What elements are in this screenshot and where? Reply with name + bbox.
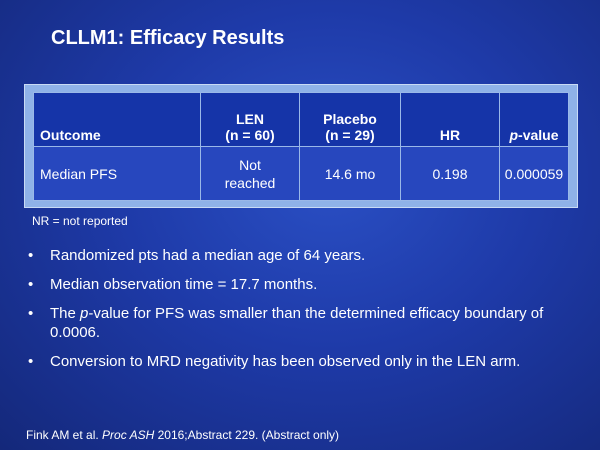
citation-rest: 2016;Abstract 229. (Abstract only) — [154, 428, 340, 442]
bullet-text-suffix: -value for PFS was smaller than the dete… — [50, 305, 544, 341]
citation-authors: Fink AM et al. — [26, 428, 103, 442]
slide-title: CLLM1: Efficacy Results — [51, 27, 285, 49]
header-len: LEN (n = 60) — [200, 92, 300, 147]
efficacy-results-table: Outcome LEN (n = 60) Placebo (n = 29) HR — [33, 92, 569, 201]
cell-pvalue: 0.000059 — [499, 146, 569, 201]
bullet-marker: • — [28, 305, 34, 322]
header-outcome-label: Outcome — [40, 127, 101, 143]
bullet-text: Conversion to MRD negativity has been ob… — [50, 353, 521, 370]
header-placebo-line2: (n = 29) — [325, 127, 375, 143]
table-footnote: NR = not reported — [32, 214, 128, 228]
cell-len: Not reached — [200, 146, 300, 201]
header-hr: HR — [400, 92, 500, 147]
bullet-text-prefix: The — [50, 305, 81, 322]
bullet-marker: • — [28, 276, 34, 293]
header-hr-label: HR — [439, 127, 461, 143]
cell-len-line2: reached — [224, 174, 276, 191]
table-row: Median PFS Not reached 14.6 mo 0.198 0.0… — [33, 146, 569, 201]
header-pvalue-suffix: -value — [518, 127, 559, 143]
bullet-text-italic-p: p — [80, 305, 89, 322]
bullet-item: • Conversion to MRD negativity has been … — [26, 352, 586, 371]
bullet-list: • Randomized pts had a median age of 64 … — [26, 246, 586, 381]
bullet-marker: • — [28, 247, 34, 264]
bullet-item: • Randomized pts had a median age of 64 … — [26, 246, 586, 265]
bullet-marker: • — [28, 353, 34, 370]
results-table-frame: Outcome LEN (n = 60) Placebo (n = 29) HR — [24, 84, 578, 208]
citation-journal: Proc ASH — [102, 428, 155, 442]
citation: Fink AM et al. Proc ASH 2016;Abstract 22… — [26, 428, 339, 442]
bullet-text: Median observation time = 17.7 months. — [50, 276, 318, 293]
header-placebo: Placebo (n = 29) — [299, 92, 401, 147]
bullet-text: The p-value for PFS was smaller than the… — [50, 305, 543, 341]
header-outcome: Outcome — [33, 92, 201, 147]
header-pvalue: p-value — [499, 92, 569, 147]
header-len-line2: (n = 60) — [225, 127, 275, 143]
table-header-row: Outcome LEN (n = 60) Placebo (n = 29) HR — [33, 92, 569, 147]
cell-hr: 0.198 — [400, 146, 500, 201]
bullet-text: Randomized pts had a median age of 64 ye… — [50, 247, 366, 264]
cell-placebo: 14.6 mo — [299, 146, 401, 201]
header-placebo-line1: Placebo — [323, 111, 377, 127]
bullet-item: • Median observation time = 17.7 months. — [26, 275, 586, 294]
cell-outcome: Median PFS — [33, 146, 201, 201]
header-pvalue-italic: p — [509, 127, 519, 143]
header-len-line1: LEN — [236, 111, 264, 127]
bullet-item: • The p-value for PFS was smaller than t… — [26, 304, 586, 342]
cell-len-line1: Not — [239, 156, 261, 173]
